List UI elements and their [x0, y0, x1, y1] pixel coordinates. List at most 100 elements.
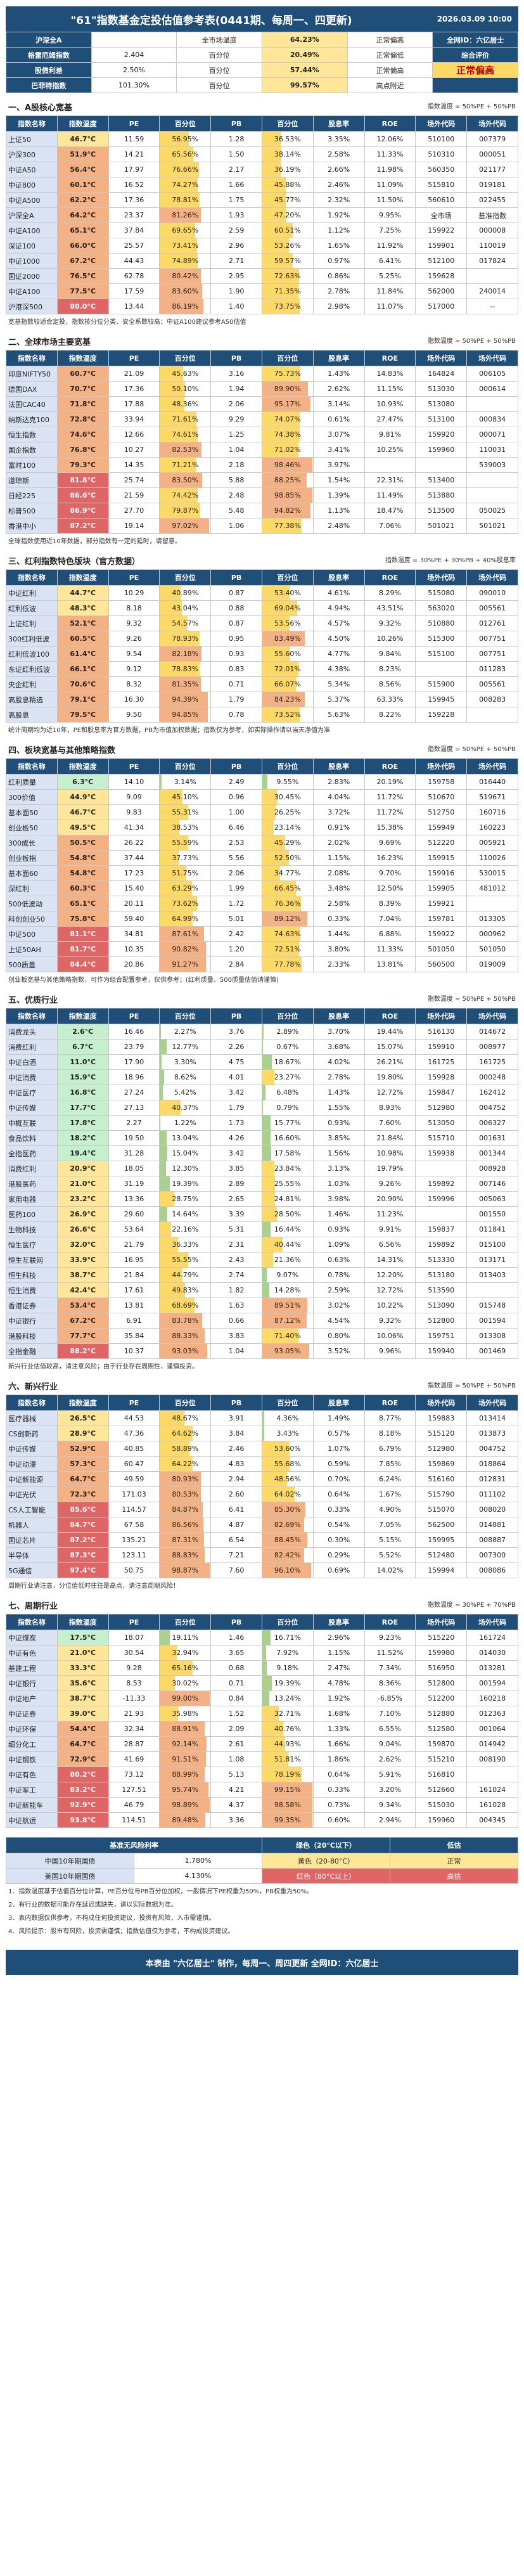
- table-cell: 513500: [415, 503, 468, 518]
- cell-value: 530015: [479, 869, 506, 877]
- cell-value: 012831: [479, 1475, 506, 1483]
- table-row: 国企指数 76.8°C 10.27 82.53% 1.04 71.02% 3.41% 10.2…: [6, 442, 518, 458]
- percentile-fill: [262, 835, 286, 850]
- table-cell: 513180: [415, 1267, 468, 1283]
- percentile-fill: [160, 1237, 179, 1252]
- cell-value: 516950: [428, 1664, 455, 1672]
- percentile-cell: 37.73%: [159, 850, 212, 866]
- table-cell: 6.56%: [364, 1237, 416, 1253]
- cell-value: 富时100: [8, 461, 35, 470]
- table-cell: 0.95: [210, 631, 262, 647]
- table-cell: 0.84: [210, 1690, 262, 1706]
- percentile-cell: 3.30%: [159, 1054, 212, 1070]
- cell-value: 1.03%: [328, 1180, 350, 1188]
- cell-value: 全市场: [430, 211, 452, 220]
- table-cell: 0.64%: [312, 1767, 365, 1782]
- column-header: 股息率: [312, 758, 365, 775]
- percentile-cell: 80.93%: [159, 1471, 212, 1487]
- cell-value: 高股息精选: [8, 695, 43, 704]
- table-cell: [466, 396, 518, 412]
- table-cell: 16.52: [108, 177, 160, 193]
- cell-value: 001344: [479, 1149, 506, 1157]
- table-cell: 008020: [466, 1502, 518, 1517]
- table-cell: 159781: [415, 911, 468, 927]
- cell-value: 090010: [479, 589, 506, 597]
- table-cell: 21.09: [108, 366, 160, 382]
- percentile-cell: 84.23%: [261, 692, 314, 707]
- table-cell: 160716: [466, 804, 518, 820]
- cell-value: 0.33%: [328, 1786, 350, 1794]
- column-header: 百分位: [261, 758, 314, 775]
- cell-value: 19.44%: [376, 1027, 404, 1036]
- table-row: 上证红利 52.1°C 9.32 54.57% 0.87 53.56% 4.57% 9.32%…: [6, 615, 518, 631]
- table-cell: 26.21%: [364, 1054, 416, 1070]
- bond-yield: 4.130%: [134, 1868, 262, 1884]
- cell-value: 0.63%: [328, 1256, 350, 1264]
- table-cell: 3.98%: [312, 1191, 365, 1207]
- cell-value: 23.2°C: [70, 1195, 96, 1203]
- cell-value: 恒生指数: [8, 430, 36, 439]
- cell-value: 159916: [428, 869, 455, 877]
- table-row: 中证500 81.1°C 34.81 87.61% 2.42 74.63% 1.44% 6.8…: [6, 926, 518, 942]
- cell-value: 2.27%: [174, 1027, 196, 1036]
- percentile-fill: [160, 1798, 210, 1812]
- table-cell: 27.13: [108, 1100, 160, 1116]
- cell-value: 159883: [428, 1414, 455, 1422]
- cell-value: 8.22%: [379, 711, 401, 719]
- percentile-fill: [262, 518, 302, 533]
- table-cell: 8.93%: [364, 1100, 416, 1116]
- percentile-cell: 64.62%: [159, 1426, 212, 1441]
- table-cell: 005063: [466, 1191, 518, 1207]
- cell-value: 中证钢铁: [8, 1755, 36, 1764]
- cell-value: 83.78%: [172, 1317, 199, 1325]
- index-name: 法国CAC40: [6, 396, 58, 412]
- percentile-cell: 86.19%: [159, 299, 212, 314]
- cell-value: 4.87: [228, 1521, 245, 1529]
- percentile-fill: [262, 1798, 312, 1812]
- cell-value: 2.49: [228, 778, 245, 786]
- summary-cell: 64.23%: [261, 32, 348, 48]
- index-name: 纳斯达克100: [6, 411, 58, 427]
- cell-value: 81.35%: [172, 680, 199, 688]
- percentile-cell: 88.25%: [261, 472, 314, 488]
- percentile-cell: 26.25%: [261, 804, 314, 820]
- index-name: 中证医疗: [6, 1085, 58, 1100]
- table-cell: 4.04%: [312, 789, 365, 805]
- column-header: 指数温度: [56, 758, 109, 775]
- index-name: 恒生消费: [6, 1282, 58, 1298]
- table-cell: 1.75: [210, 192, 262, 208]
- percentile-cell: 32.94%: [159, 1645, 212, 1661]
- legend-row: 中国10年期国债 1.780% 黄色（20-80°C） 正常: [6, 1853, 518, 1869]
- percentile-cell: 91.27%: [159, 956, 212, 972]
- table-cell: 9.29: [210, 411, 262, 427]
- cell-value: 中证800: [8, 181, 35, 190]
- cell-value: 79.1°C: [70, 695, 96, 704]
- cell-value: 16.44%: [274, 1225, 301, 1233]
- percentile-fill: [262, 1737, 285, 1751]
- table-cell: 3.68%: [312, 1039, 365, 1055]
- table-row: 道琼斯 81.8°C 25.74 83.50% 5.88 88.25% 1.54% 22.31…: [6, 472, 518, 488]
- table-cell: [415, 1206, 468, 1222]
- table-cell: 012363: [466, 1706, 518, 1722]
- cell-value: 135.21: [122, 1536, 146, 1544]
- table-cell: 3.42: [210, 1145, 262, 1161]
- table-cell: 21.84%: [364, 1130, 416, 1146]
- index-temperature: 57.3°C: [56, 1456, 109, 1472]
- table-cell: 0.88: [210, 600, 262, 616]
- table-row: 国证2000 76.5°C 62.78 80.42% 2.95 72.63% 0.86% 5.…: [6, 268, 518, 284]
- table-cell: 43.51%: [364, 600, 416, 616]
- table-cell: 19.80%: [364, 1069, 416, 1085]
- table-cell: 2.49: [210, 774, 262, 790]
- column-header: 百分位: [159, 758, 212, 775]
- percentile-fill: [160, 1782, 208, 1797]
- index-name: 沪深300: [6, 146, 58, 162]
- legend-row: 美国10年期国债 4.130% 红色（80°C以上） 高估: [6, 1868, 518, 1884]
- table-cell: 001631: [466, 1130, 518, 1146]
- percentile-cell: 48.56%: [261, 1471, 314, 1487]
- index-name: 中证证券: [6, 1706, 58, 1722]
- cell-value: --: [490, 302, 495, 311]
- cell-value: 011841: [479, 1225, 506, 1233]
- cell-value: 1.39%: [328, 491, 350, 499]
- cell-value: 28.87: [124, 1740, 144, 1748]
- cell-value: 3.70%: [328, 1027, 350, 1036]
